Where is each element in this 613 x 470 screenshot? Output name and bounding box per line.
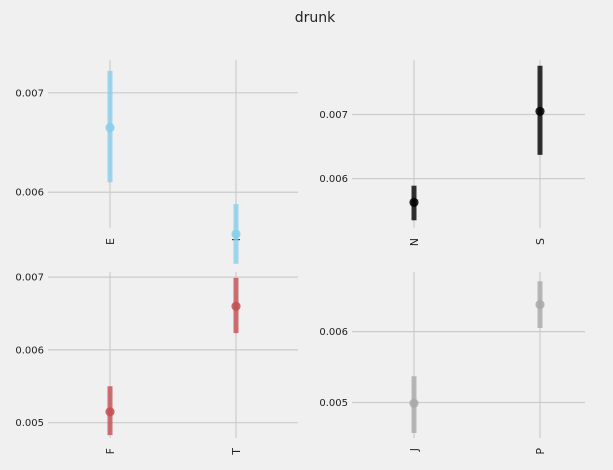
x-tick-label: J [408, 448, 421, 452]
mean-point [535, 300, 545, 310]
x-tick-label: S [534, 238, 547, 245]
x-tick-label: N [408, 238, 421, 246]
y-tick-label: 0.007 [15, 273, 44, 284]
y-tick-label: 0.007 [319, 110, 348, 121]
mean-point [409, 197, 419, 207]
mean-point [409, 398, 419, 408]
x-tick-label: P [534, 448, 547, 455]
subplot-4: 0.005 0.006 J P [319, 272, 585, 455]
y-tick-label: 0.006 [319, 327, 348, 338]
figure-title: drunk [295, 10, 336, 26]
y-tick-label: 0.005 [15, 418, 44, 429]
y-tick-label: 0.006 [15, 188, 44, 199]
x-tick-label: E [104, 238, 117, 245]
y-tick-label: 0.007 [15, 88, 44, 99]
mean-point [535, 106, 545, 116]
subplots-grid: 0.0060.007EI0.0060.007NS0.0050.0060.007F… [15, 60, 585, 456]
x-tick-label: T [230, 448, 243, 456]
subplot-2: 0.006 0.007 N S [319, 60, 585, 246]
mean-point [231, 229, 241, 239]
mean-point [105, 122, 115, 133]
x-tick-label: F [104, 448, 117, 454]
y-tick-label: 0.006 [319, 174, 348, 185]
y-tick-label: 0.006 [15, 345, 44, 356]
subplot-3: 0.005 0.006 0.007 F T [15, 272, 298, 456]
mean-point [231, 301, 241, 311]
mean-point [105, 407, 115, 417]
y-tick-label: 0.005 [319, 398, 348, 409]
